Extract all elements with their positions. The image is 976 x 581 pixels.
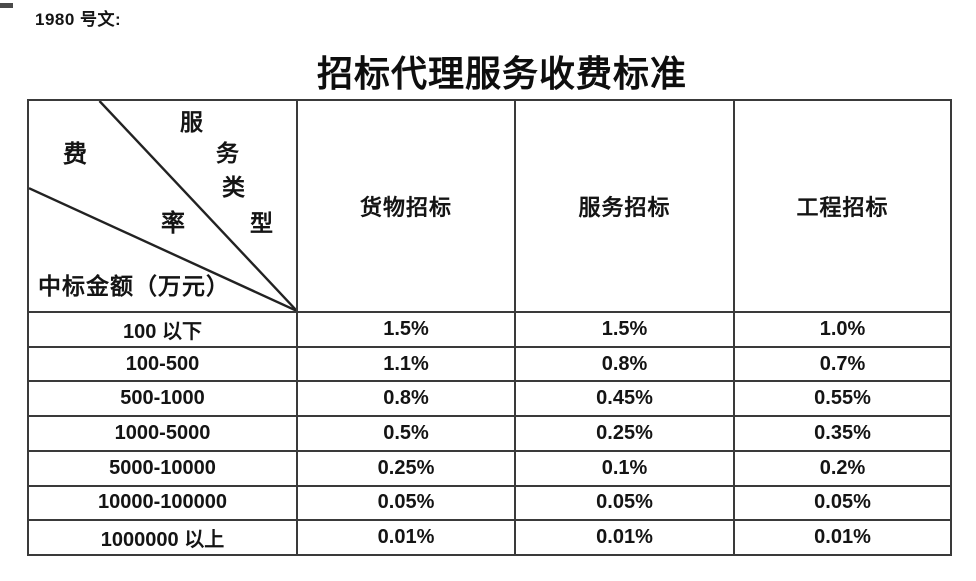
diagonal-divider-lines	[29, 101, 296, 311]
rate-cell: 0.8%	[296, 380, 516, 418]
corner-fee-rate-char: 费	[63, 142, 87, 168]
row-range-cell: 5000-10000	[27, 449, 298, 487]
page-title: 招标代理服务收费标准	[316, 54, 687, 94]
row-range-cell: 500-1000	[27, 380, 298, 418]
rate-cell: 0.05%	[514, 484, 735, 522]
rate-cell: 0.01%	[733, 519, 952, 556]
screen-edge-artifact	[0, 3, 13, 8]
column-header-service-bidding: 服务招标	[514, 99, 735, 313]
row-range-cell: 100 以下	[27, 311, 298, 348]
rate-cell: 0.01%	[296, 519, 516, 556]
table-corner-cell: 服 务 类 型 费 率 中标金额（万元）	[27, 99, 298, 313]
rate-cell: 0.8%	[514, 345, 735, 383]
fee-table: 服 务 类 型 费 率 中标金额（万元） 货物招标 服务招标 工程招标 100 …	[27, 99, 952, 556]
row-range-cell: 1000000 以上	[27, 519, 298, 556]
rate-cell: 0.55%	[733, 380, 952, 418]
corner-fee-rate-char: 率	[161, 211, 185, 237]
doc-number-label: 1980 号文:	[35, 10, 122, 29]
rate-cell: 1.1%	[296, 345, 516, 383]
rate-cell: 0.45%	[514, 380, 735, 418]
table-row: 10000-100000 0.05% 0.05% 0.05%	[27, 484, 952, 522]
rate-cell: 1.5%	[514, 311, 735, 348]
column-header-works-bidding: 工程招标	[733, 99, 952, 313]
table-row: 5000-10000 0.25% 0.1% 0.2%	[27, 449, 952, 487]
rate-cell: 0.35%	[733, 415, 952, 452]
rate-cell: 0.01%	[514, 519, 735, 556]
rate-cell: 0.5%	[296, 415, 516, 452]
table-row: 500-1000 0.8% 0.45% 0.55%	[27, 380, 952, 418]
table-row: 100 以下 1.5% 1.5% 1.0%	[27, 311, 952, 348]
column-header-goods-bidding: 货物招标	[296, 99, 516, 313]
rate-cell: 1.5%	[296, 311, 516, 348]
corner-service-type-char: 类	[222, 175, 245, 200]
row-range-cell: 100-500	[27, 345, 298, 383]
table-row: 1000000 以上 0.01% 0.01% 0.01%	[27, 519, 952, 556]
rate-cell: 0.05%	[296, 484, 516, 522]
corner-service-type-char: 型	[250, 211, 273, 236]
rate-cell: 0.25%	[296, 449, 516, 487]
rate-cell: 0.7%	[733, 345, 952, 383]
row-range-cell: 1000-5000	[27, 415, 298, 452]
rate-cell: 0.2%	[733, 449, 952, 487]
rate-cell: 1.0%	[733, 311, 952, 348]
corner-service-type-char: 服	[180, 110, 203, 135]
rate-cell: 0.25%	[514, 415, 735, 452]
table-row: 1000-5000 0.5% 0.25% 0.35%	[27, 415, 952, 452]
rate-cell: 0.05%	[733, 484, 952, 522]
rate-cell: 0.1%	[514, 449, 735, 487]
corner-amount-label: 中标金额（万元）	[38, 274, 230, 299]
table-row: 100-500 1.1% 0.8% 0.7%	[27, 345, 952, 383]
header-row: 服 务 类 型 费 率 中标金额（万元） 货物招标 服务招标 工程招标	[27, 99, 952, 313]
corner-service-type-char: 务	[216, 141, 239, 166]
row-range-cell: 10000-100000	[27, 484, 298, 522]
